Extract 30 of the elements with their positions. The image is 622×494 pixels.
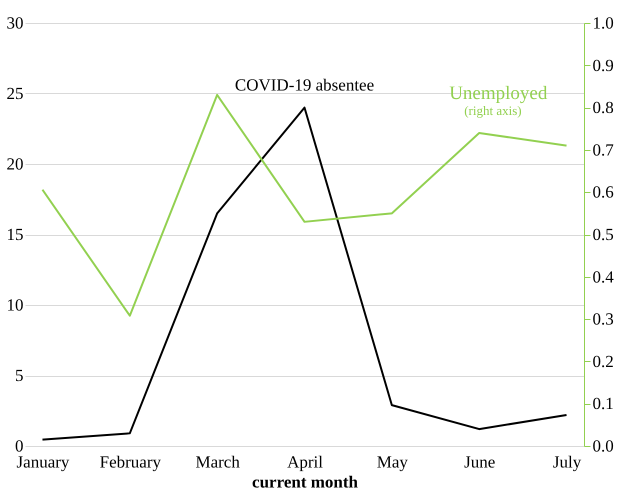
y2-tick-label: 0.3 bbox=[592, 310, 614, 329]
text: Unemployed bbox=[449, 82, 548, 104]
y-tick-label: 20 bbox=[6, 154, 24, 174]
x-tick-label: July bbox=[552, 452, 582, 472]
y-tick-label: 30 bbox=[6, 14, 24, 32]
x-tick-label: March bbox=[195, 452, 240, 472]
x-tick-label: June bbox=[464, 452, 496, 472]
y2-tick-label: 0.8 bbox=[592, 98, 614, 118]
x-tick-label: April bbox=[287, 452, 324, 472]
y2-tick-label: 0.6 bbox=[592, 182, 614, 202]
y2-tick-label: 0.7 bbox=[592, 140, 614, 160]
x-tick-label: February bbox=[100, 452, 162, 472]
annotation: (right axis) bbox=[464, 102, 522, 118]
y-tick-label: 15 bbox=[6, 225, 24, 244]
x-tick-label: May bbox=[376, 452, 408, 472]
series-label: COVID-19 absentee bbox=[234, 76, 374, 95]
y2-tick-label: 1.0 bbox=[592, 14, 614, 32]
line-series bbox=[41, 106, 568, 441]
y2-tick-label: 0.4 bbox=[592, 267, 614, 286]
y2-tick-label: 0.1 bbox=[592, 394, 614, 414]
y-tick-label: 10 bbox=[6, 296, 24, 314]
y2-tick-label: 0.0 bbox=[592, 436, 614, 456]
x-tick-label: January bbox=[16, 452, 70, 472]
y2-tick-label: 0.9 bbox=[592, 56, 614, 75]
y-tick-label: 0 bbox=[15, 436, 24, 456]
y2-tick-label: 0.2 bbox=[592, 352, 614, 371]
y2-tick-label: 0.5 bbox=[592, 225, 614, 244]
y-tick-label: 5 bbox=[15, 366, 24, 385]
y-tick-label: 25 bbox=[6, 84, 24, 103]
x-axis-title: current month bbox=[252, 472, 359, 492]
